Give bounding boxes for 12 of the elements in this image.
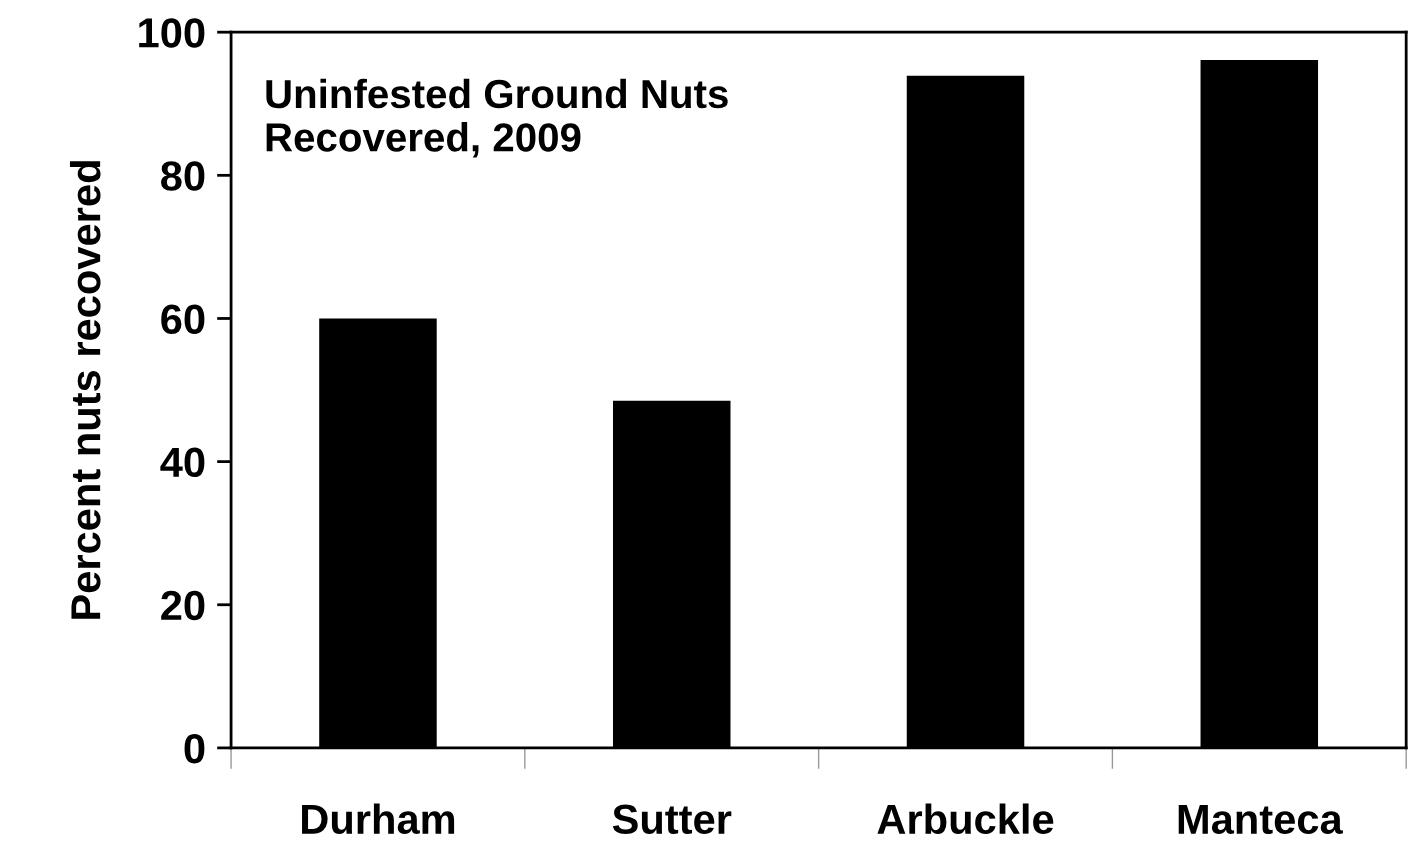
y-tick-label: 0 (184, 733, 205, 764)
x-tick-label: Manteca (1178, 804, 1343, 835)
y-tick-label: 80 (161, 161, 205, 191)
y-tick-label: 20 (161, 590, 205, 621)
y-tick-label: 100 (139, 18, 205, 48)
x-tick-label: Sutter (612, 804, 732, 835)
y-axis-title: Percent nuts recovered (69, 161, 101, 619)
text: Uninfested Ground Nuts Recovered, 2009 (266, 78, 728, 158)
y-tick-label: 60 (161, 304, 205, 334)
x-tick-label: Arbuckle (877, 803, 1054, 835)
y-tick-label: 40 (160, 447, 205, 478)
x-tick-label: Durham (302, 803, 455, 835)
